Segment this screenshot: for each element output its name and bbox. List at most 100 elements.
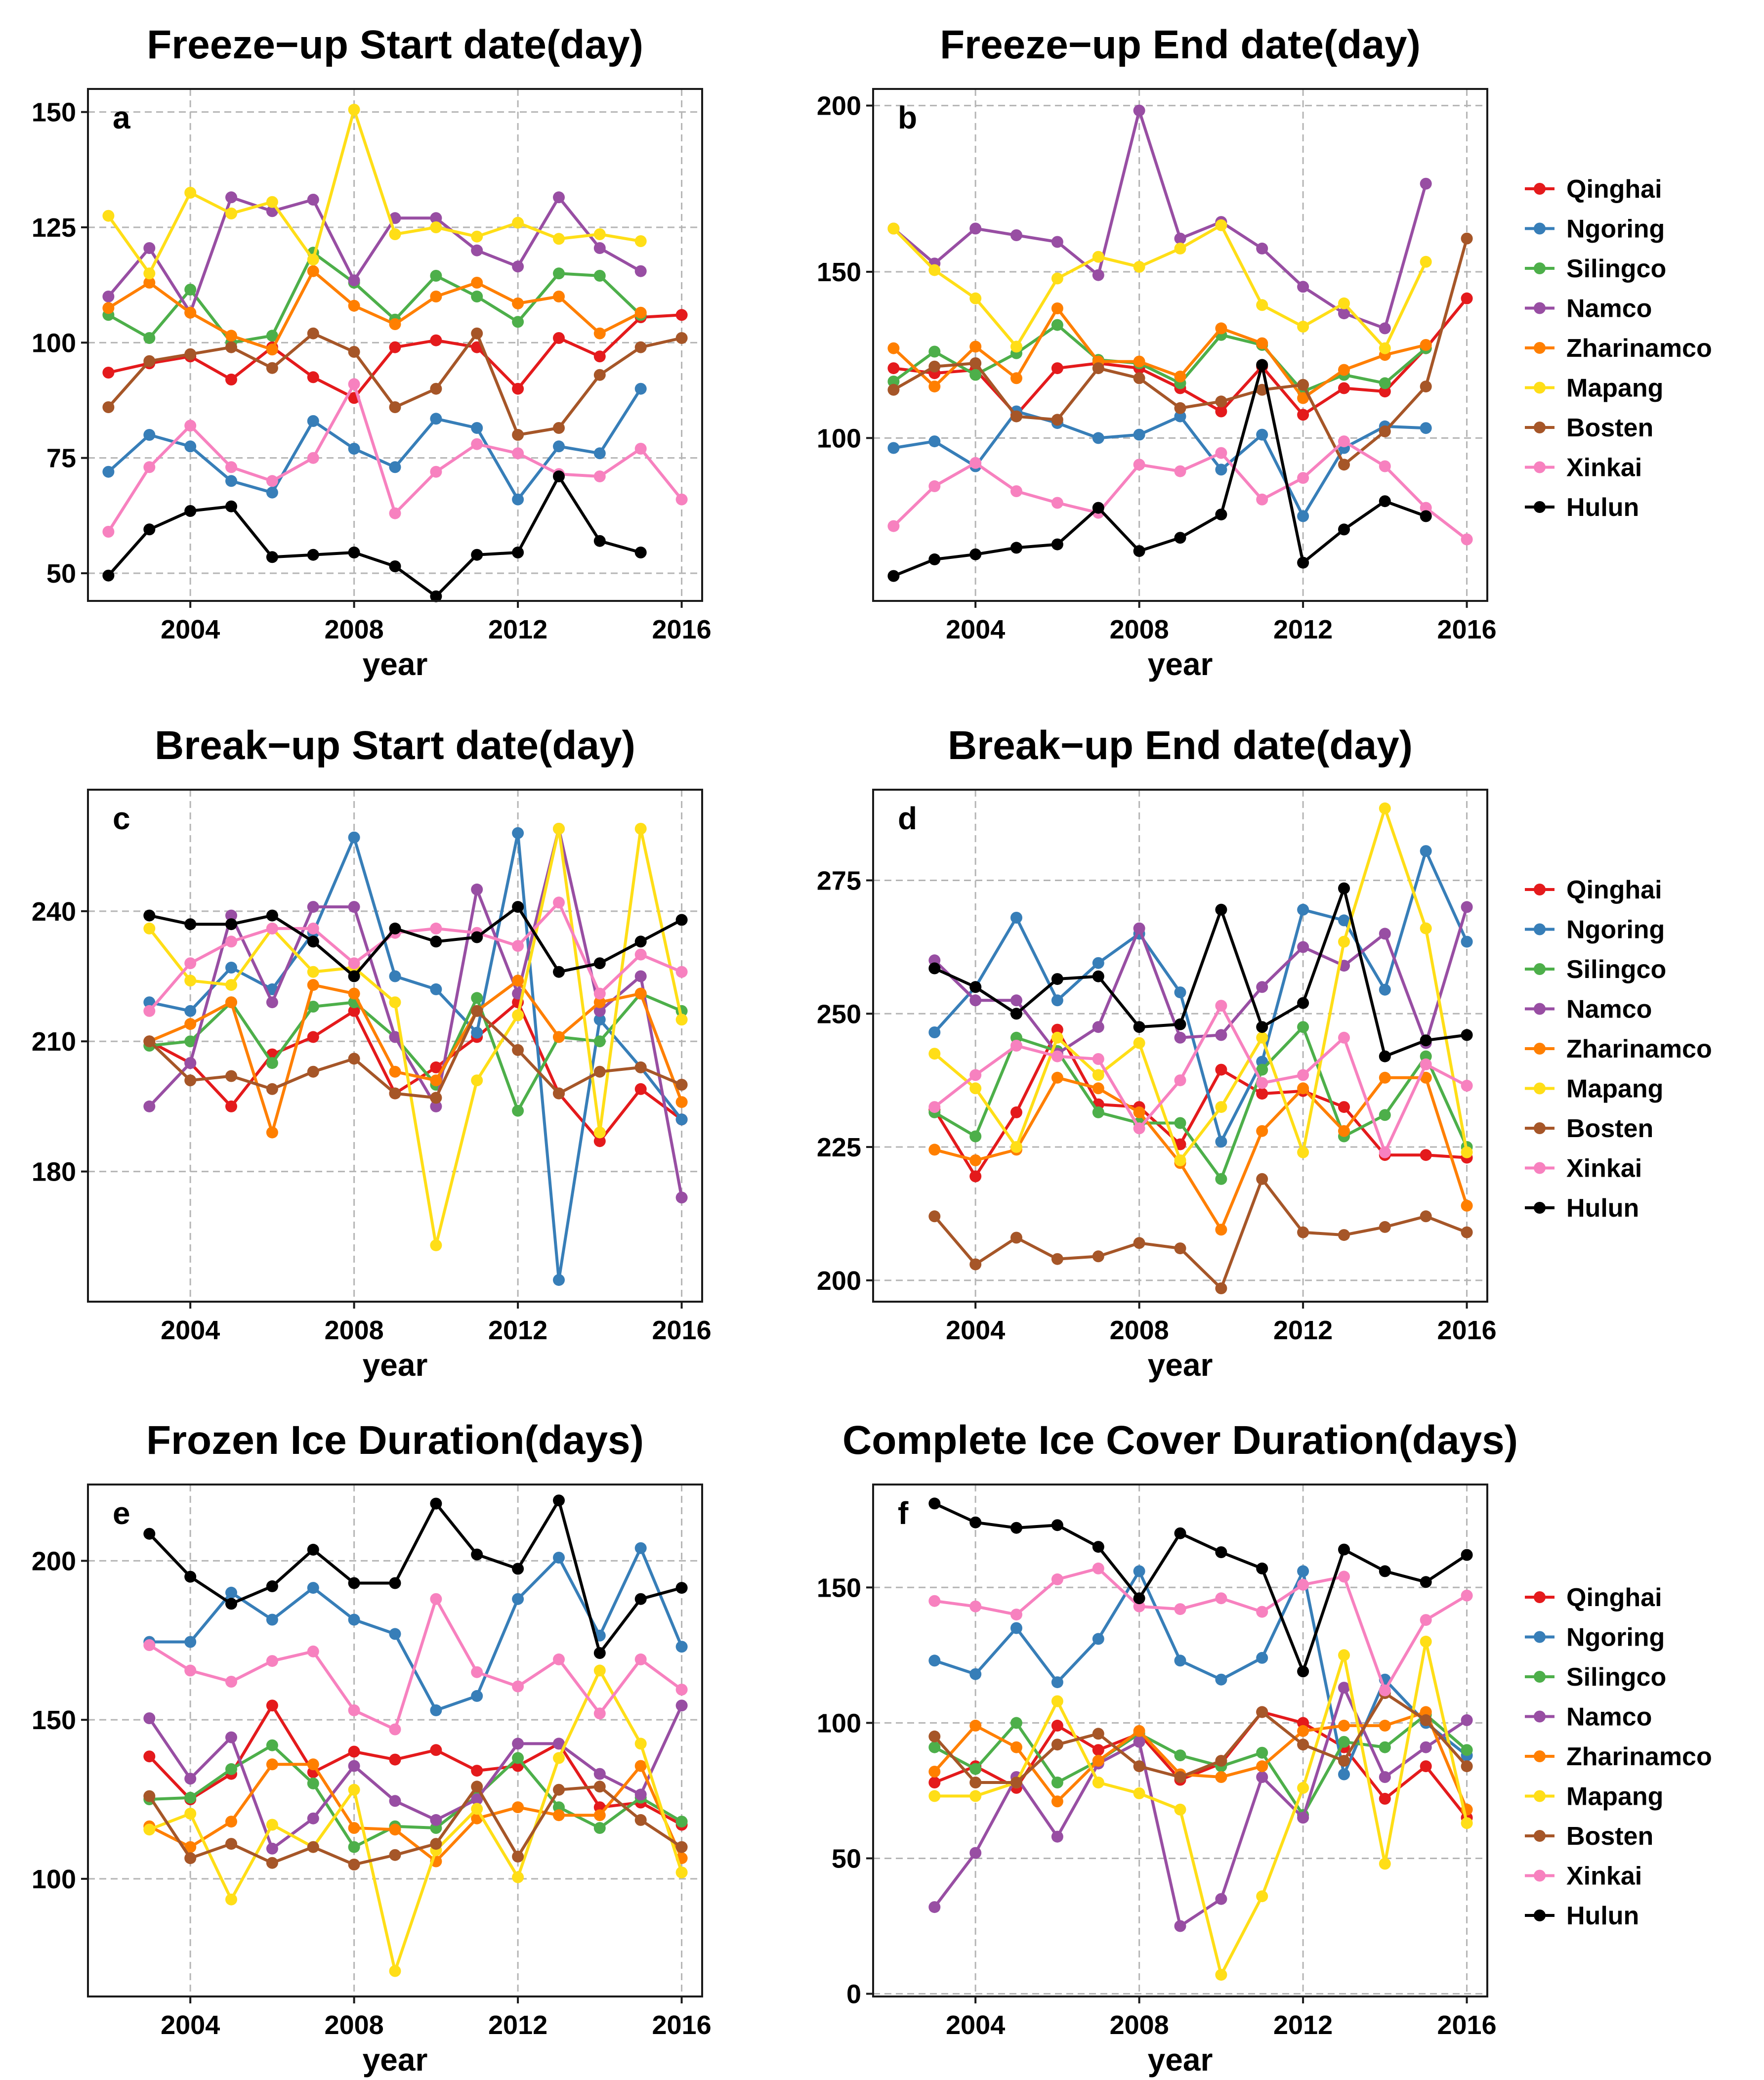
- data-point-zharinamco: [1010, 1741, 1022, 1753]
- data-point-mapang: [430, 221, 442, 233]
- legend-item-qinghai: Qinghai: [1525, 175, 1662, 204]
- data-point-hulun: [1010, 1008, 1022, 1020]
- legend-item-xinkai: Xinkai: [1525, 454, 1642, 482]
- data-point-bosten: [225, 1838, 237, 1850]
- y-tick-label: 200: [817, 1266, 861, 1296]
- data-point-mapang: [143, 922, 156, 934]
- data-point-namco: [266, 1842, 278, 1855]
- data-point-mapang: [512, 216, 524, 229]
- data-point-ngoring: [928, 435, 941, 448]
- data-point-ngoring: [593, 447, 606, 460]
- data-point-bosten: [634, 1061, 647, 1073]
- data-point-mapang: [1379, 802, 1391, 814]
- data-point-mapang: [307, 966, 319, 978]
- data-point-qinghai: [887, 362, 900, 375]
- data-point-bosten: [348, 1859, 360, 1870]
- data-point-ngoring: [143, 996, 156, 1009]
- series-line-silingco: [149, 992, 682, 1112]
- legend-label: Namco: [1566, 995, 1652, 1024]
- data-point-ngoring: [1215, 1136, 1227, 1148]
- series-line-qinghai: [148, 1001, 683, 1143]
- legend-swatch-dot: [1534, 222, 1546, 235]
- data-point-hulun: [430, 590, 442, 602]
- data-point-qinghai: [307, 371, 319, 383]
- data-point-zharinamco: [1215, 1224, 1227, 1236]
- data-point-hulun: [1297, 556, 1309, 569]
- legend-label: Xinkai: [1566, 1154, 1642, 1183]
- data-point-bosten: [184, 1852, 197, 1865]
- data-point-bosten: [307, 1841, 319, 1853]
- x-tick-label: 2016: [652, 2010, 711, 2040]
- data-point-namco: [266, 996, 278, 1009]
- data-point-namco: [1092, 1021, 1104, 1033]
- data-point-ngoring: [634, 1542, 647, 1554]
- data-point-silingco: [553, 267, 565, 280]
- legend-swatch-dot: [1534, 1631, 1546, 1643]
- data-point-bosten: [102, 401, 115, 413]
- data-point-namco: [430, 1100, 442, 1112]
- data-point-ngoring: [184, 1005, 197, 1017]
- data-point-silingco: [1379, 1109, 1391, 1121]
- data-point-hulun: [1338, 523, 1350, 536]
- data-point-namco: [634, 1788, 647, 1801]
- data-point-silingco: [1297, 1021, 1309, 1033]
- data-point-zharinamco: [307, 979, 319, 991]
- data-point-qinghai: [266, 1699, 278, 1712]
- data-point-namco: [634, 265, 647, 277]
- data-point-ngoring: [593, 1014, 606, 1026]
- data-point-mapang: [593, 1126, 606, 1139]
- series-line-hulun: [107, 475, 641, 598]
- data-point-namco: [430, 1814, 442, 1826]
- data-point-xinkai: [1297, 1069, 1309, 1081]
- data-point-namco: [471, 1793, 483, 1805]
- series-line-qinghai: [933, 1028, 1467, 1178]
- legend-label: Hulun: [1566, 1902, 1639, 1930]
- data-point-xinkai: [1256, 1606, 1268, 1618]
- data-point-hulun: [512, 547, 524, 558]
- legend-label: Namco: [1566, 295, 1652, 323]
- data-point-hulun: [348, 547, 360, 558]
- data-point-silingco: [1051, 319, 1063, 331]
- data-point-ngoring: [1051, 1676, 1063, 1689]
- data-point-xinkai: [1092, 1562, 1104, 1574]
- data-point-zharinamco: [471, 277, 483, 289]
- data-point-namco: [1461, 1714, 1473, 1726]
- legend-item-mapang: Mapang: [1525, 1075, 1663, 1104]
- legend-swatch-dot: [1534, 342, 1546, 354]
- panel-b: 2004 2008 2012 2016 100 150 200 Freeze−up End d…: [817, 22, 1497, 682]
- data-point-bosten: [389, 401, 401, 413]
- x-tick-label: 2008: [325, 2010, 384, 2040]
- legend-swatch-dot: [1534, 183, 1546, 195]
- data-point-hulun: [593, 1647, 606, 1659]
- data-point-mapang: [143, 1824, 156, 1836]
- series-line-hulun: [934, 887, 1467, 1058]
- legend-swatch-dot: [1534, 1082, 1546, 1095]
- data-point-ngoring: [1297, 510, 1309, 522]
- data-point-silingco: [1461, 1744, 1473, 1756]
- data-point-bosten: [1092, 362, 1104, 375]
- data-point-mapang: [1174, 242, 1186, 255]
- data-point-mapang: [225, 1893, 237, 1906]
- data-point-mapang: [1051, 272, 1063, 285]
- data-point-xinkai: [184, 957, 197, 970]
- data-point-xinkai: [1420, 502, 1432, 514]
- data-point-mapang: [225, 208, 237, 219]
- data-point-bosten: [675, 1841, 688, 1853]
- data-point-bosten: [553, 1087, 565, 1100]
- y-tick-label: 225: [817, 1133, 861, 1162]
- data-point-ngoring: [430, 413, 442, 425]
- data-point-bosten: [1297, 1739, 1309, 1751]
- data-point-qinghai: [1051, 1719, 1063, 1732]
- data-point-hulun: [184, 1571, 197, 1583]
- data-point-ngoring: [1338, 914, 1350, 927]
- data-point-hulun: [225, 918, 237, 931]
- data-point-mapang: [430, 1239, 442, 1251]
- data-point-mapang: [634, 823, 647, 835]
- x-axis-label: year: [1148, 2042, 1213, 2078]
- data-point-bosten: [1420, 1714, 1432, 1726]
- legend-label: Namco: [1566, 1703, 1652, 1732]
- legend-item-silingco: Silingco: [1525, 955, 1666, 984]
- data-point-bosten: [928, 1210, 941, 1223]
- data-point-xinkai: [1215, 447, 1227, 459]
- data-point-ngoring: [553, 1274, 565, 1286]
